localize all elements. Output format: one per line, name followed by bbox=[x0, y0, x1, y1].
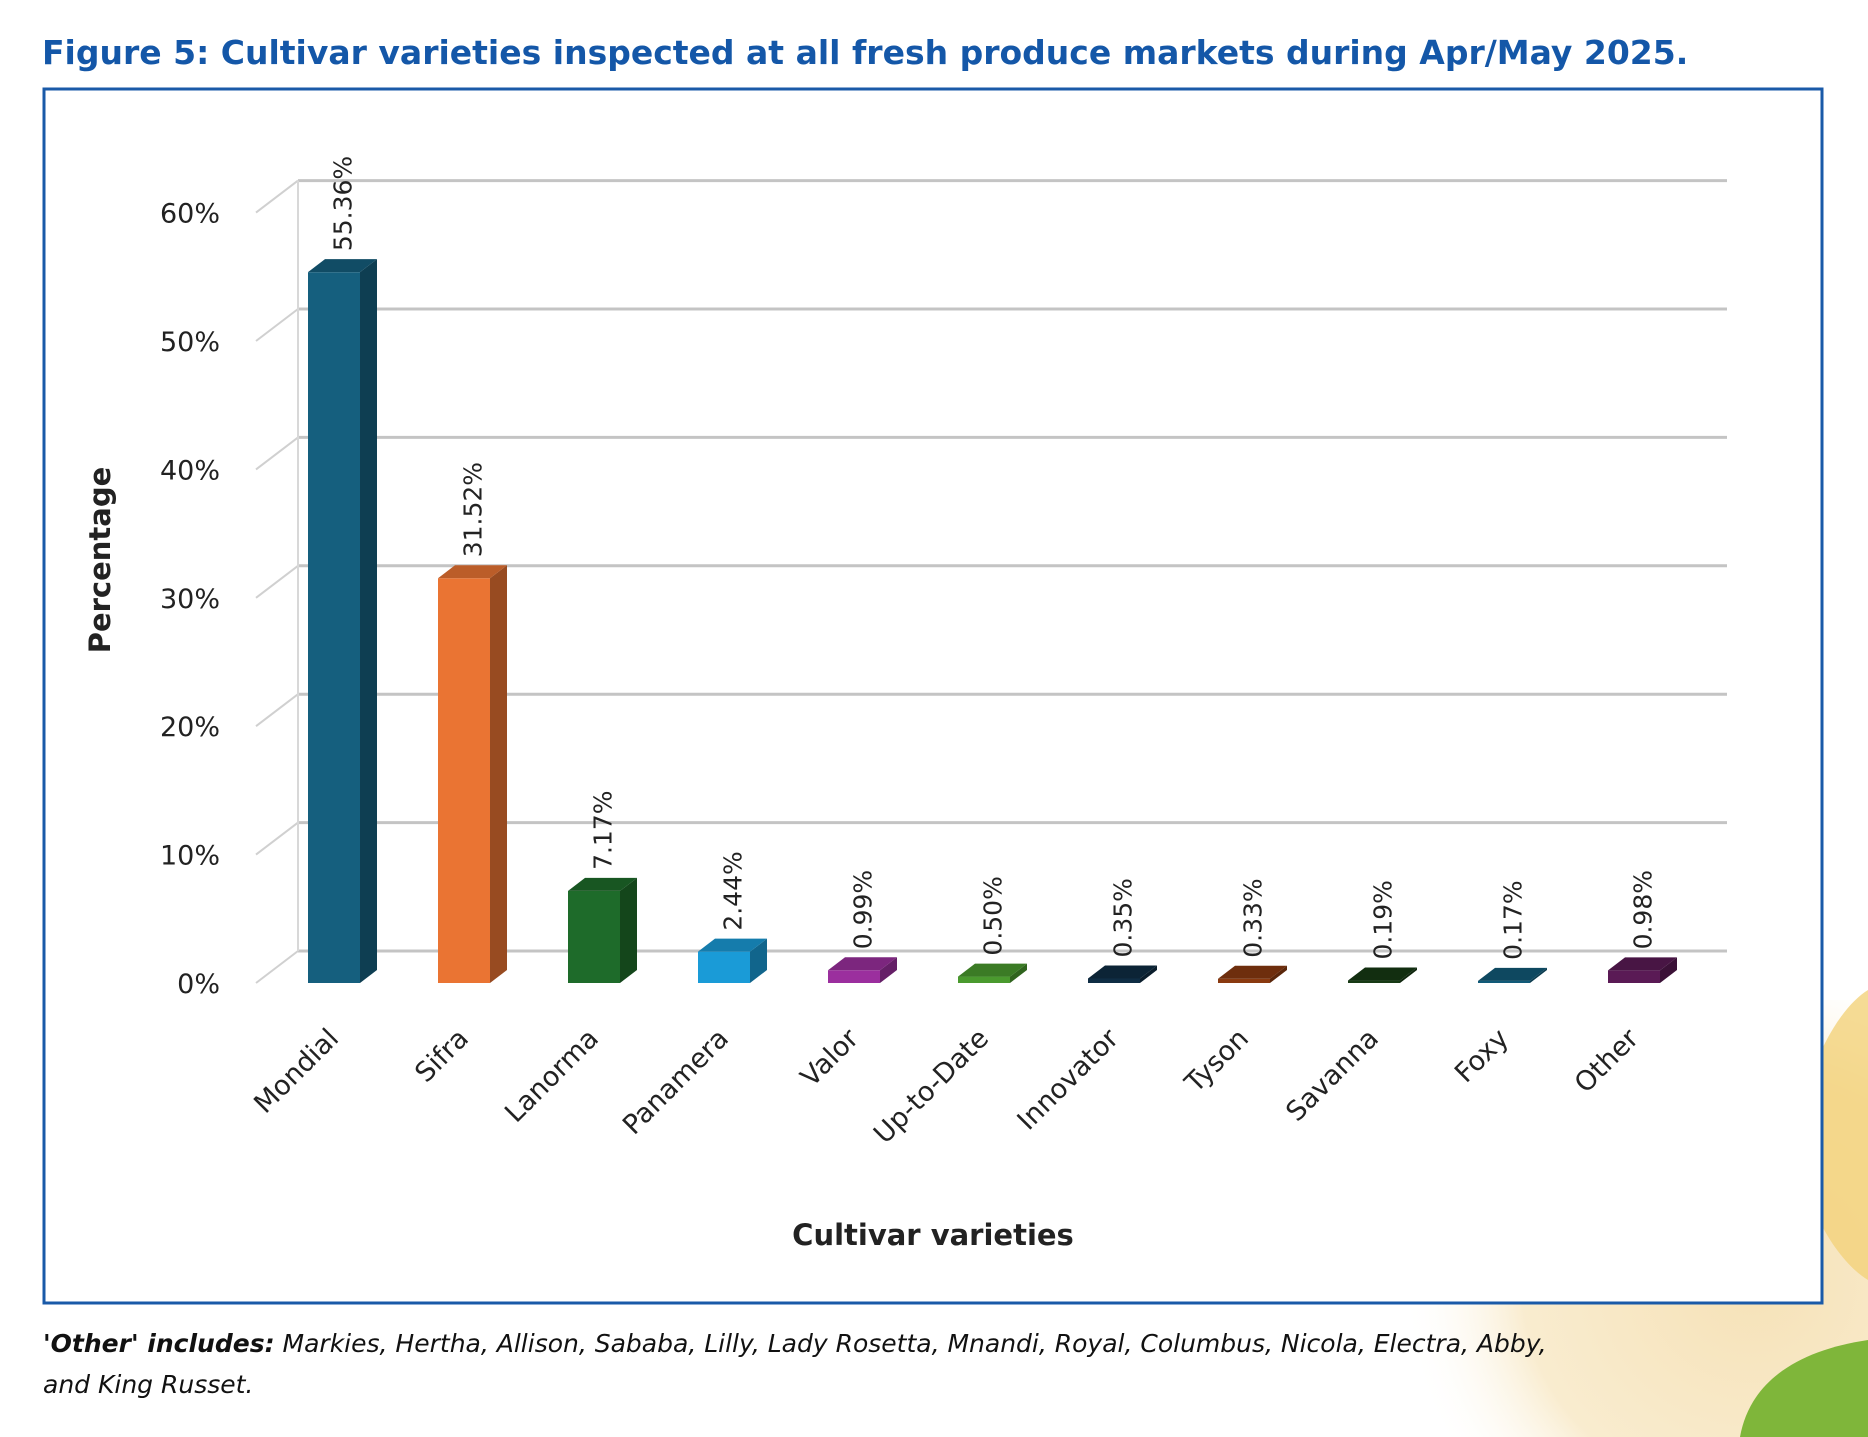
footnote-label: 'Other' includes: bbox=[43, 1329, 275, 1358]
bar-top bbox=[1348, 967, 1417, 981]
bar-savanna bbox=[1348, 967, 1417, 983]
axis-depth-line bbox=[255, 436, 299, 471]
bar-top bbox=[1088, 965, 1157, 979]
bar-up-to-date bbox=[958, 963, 1027, 983]
bar-side bbox=[750, 938, 767, 983]
bar-top bbox=[958, 963, 1027, 977]
y-tick-label: 10% bbox=[160, 841, 220, 872]
y-tick-label: 50% bbox=[160, 327, 220, 358]
bar-front bbox=[1218, 978, 1270, 983]
bar-side bbox=[490, 565, 507, 983]
bar-front bbox=[1478, 980, 1530, 983]
bar-top bbox=[568, 877, 637, 891]
bar-side bbox=[1270, 965, 1287, 983]
data-label: 0.50% bbox=[979, 876, 1008, 955]
y-tick-label: 40% bbox=[160, 455, 220, 486]
bar-side bbox=[1660, 957, 1677, 983]
axis-depth-line bbox=[255, 179, 299, 214]
bar-top bbox=[1478, 967, 1547, 981]
bar-front bbox=[308, 272, 360, 983]
data-label: 31.52% bbox=[459, 462, 488, 557]
bar-front bbox=[958, 976, 1010, 983]
data-label: 2.44% bbox=[719, 851, 748, 930]
bar-side bbox=[1530, 967, 1547, 983]
data-label: 0.35% bbox=[1109, 878, 1138, 957]
data-label: 55.36% bbox=[329, 156, 358, 251]
bar-tyson bbox=[1218, 965, 1287, 983]
bar-front bbox=[698, 951, 750, 983]
bar-top bbox=[828, 957, 897, 971]
bar-side bbox=[360, 259, 377, 983]
bar-side bbox=[880, 957, 897, 983]
y-tick-label: 0% bbox=[177, 969, 220, 1000]
axis-depth-line bbox=[255, 308, 299, 342]
bar-panamera bbox=[698, 938, 767, 983]
bar-top bbox=[438, 565, 507, 579]
data-label: 0.17% bbox=[1499, 880, 1528, 959]
bar-front bbox=[828, 970, 880, 983]
footnote-line-2: and King Russet. bbox=[43, 1370, 253, 1399]
bar-innovator bbox=[1088, 965, 1157, 983]
bar-top bbox=[1608, 957, 1677, 971]
bar-front bbox=[1608, 970, 1660, 983]
bar-sifra bbox=[438, 565, 507, 983]
bar-front bbox=[438, 578, 490, 983]
y-axis-title: Percentage bbox=[83, 467, 117, 654]
axis-depth-line bbox=[255, 950, 299, 984]
y-tick-label: 20% bbox=[160, 712, 220, 743]
data-label: 0.19% bbox=[1369, 880, 1398, 959]
bar-front bbox=[1348, 980, 1400, 983]
bar-side bbox=[620, 877, 637, 983]
y-tick-label: 60% bbox=[160, 199, 220, 230]
axis-depth-line bbox=[255, 693, 299, 727]
bar-foxy bbox=[1478, 967, 1547, 983]
bar-top bbox=[698, 938, 767, 952]
bar-other bbox=[1608, 957, 1677, 983]
bar-valor bbox=[828, 957, 897, 983]
data-label: 0.33% bbox=[1239, 878, 1268, 957]
footnote-line-1: 'Other' includes: Markies, Hertha, Allis… bbox=[43, 1329, 1547, 1358]
y-tick-label: 30% bbox=[160, 584, 220, 615]
bar-side bbox=[1400, 967, 1417, 983]
data-label: 0.98% bbox=[1629, 870, 1658, 949]
axis-depth-line bbox=[255, 821, 299, 856]
axis-depth-line bbox=[255, 565, 299, 599]
data-label: 7.17% bbox=[589, 791, 618, 870]
bar-top bbox=[308, 259, 377, 273]
data-label: 0.99% bbox=[849, 870, 878, 949]
bar-lanorma bbox=[568, 877, 637, 983]
bar-top bbox=[1218, 965, 1287, 979]
x-axis-title: Cultivar varieties bbox=[792, 1218, 1074, 1252]
bar-side bbox=[1010, 963, 1027, 983]
footnote-text: Markies, Hertha, Allison, Sababa, Lilly,… bbox=[275, 1329, 1547, 1358]
figure-title: Figure 5: Cultivar varieties inspected a… bbox=[42, 33, 1688, 72]
gridlines bbox=[255, 179, 1727, 984]
bar-front bbox=[568, 890, 620, 983]
bar-side bbox=[1140, 965, 1157, 983]
bar-front bbox=[1088, 978, 1140, 983]
bar-mondial bbox=[308, 259, 377, 983]
bars bbox=[308, 259, 1677, 983]
